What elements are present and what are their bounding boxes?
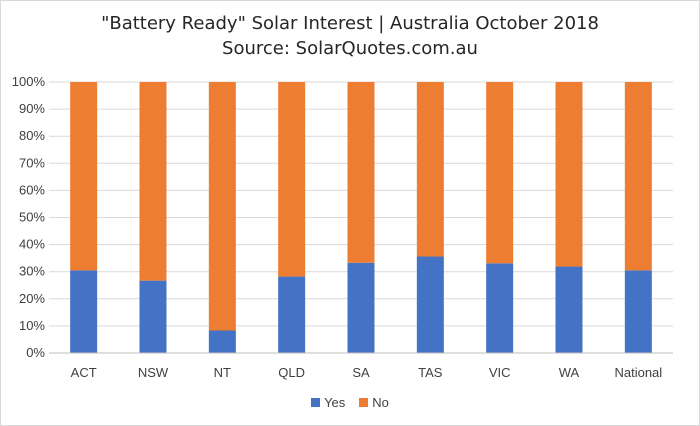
y-tick-label: 70% <box>19 155 45 170</box>
x-tick-label: NSW <box>138 365 169 380</box>
legend-swatch <box>359 398 369 407</box>
chart-subtitle: Source: SolarQuotes.com.au <box>222 38 478 59</box>
x-tick-label: SA <box>352 365 370 380</box>
x-tick-label: NT <box>214 365 231 380</box>
y-tick-label: 60% <box>19 182 45 197</box>
y-tick-label: 40% <box>19 237 45 252</box>
bar-no-sa <box>347 82 375 263</box>
legend-label: No <box>372 395 389 410</box>
bar-no-qld <box>278 82 306 277</box>
x-tick-label: VIC <box>489 365 511 380</box>
bar-yes-tas <box>416 256 444 353</box>
bar-no-nsw <box>139 82 167 281</box>
bar-no-nt <box>208 82 236 331</box>
bar-no-national <box>624 82 652 271</box>
y-tick-label: 20% <box>19 291 45 306</box>
y-tick-label: 0% <box>26 345 45 360</box>
x-tick-label: ACT <box>71 365 97 380</box>
bar-yes-sa <box>347 262 375 353</box>
x-axis: ACT NSW NT QLD SA TAS VIC WA National <box>49 352 673 380</box>
x-tick-label: QLD <box>278 365 305 380</box>
bar-yes-national <box>624 270 652 353</box>
legend: Yes No <box>1 395 699 410</box>
x-tick-label: TAS <box>418 365 443 380</box>
y-tick-label: 50% <box>19 210 45 225</box>
legend-item-yes: Yes <box>311 395 345 410</box>
y-axis: 0% 10% 20% 30% 40% 50% 60% 70% 80% 90% 100% <box>12 74 46 360</box>
legend-swatch <box>311 398 321 407</box>
bar-yes-wa <box>555 266 583 353</box>
bar-yes-vic <box>486 263 514 353</box>
chart-title: "Battery Ready" Solar Interest | Austral… <box>101 13 599 34</box>
x-tick-label: WA <box>559 365 580 380</box>
bar-yes-nsw <box>139 280 167 353</box>
bar-yes-act <box>70 270 98 353</box>
y-tick-label: 90% <box>19 101 45 116</box>
bar-no-act <box>70 82 98 271</box>
y-tick-label: 80% <box>19 128 45 143</box>
bar-no-tas <box>416 82 444 257</box>
y-tick-label: 10% <box>19 318 45 333</box>
bar-yes-qld <box>278 276 306 353</box>
legend-item-no: No <box>359 395 389 410</box>
bar-yes-nt <box>208 330 236 353</box>
bar-no-vic <box>486 82 514 264</box>
x-tick-label: National <box>614 365 662 380</box>
y-tick-label: 30% <box>19 264 45 279</box>
bars <box>70 82 652 353</box>
y-tick-label: 100% <box>12 74 46 89</box>
bar-no-wa <box>555 82 583 267</box>
legend-label: Yes <box>324 395 346 410</box>
